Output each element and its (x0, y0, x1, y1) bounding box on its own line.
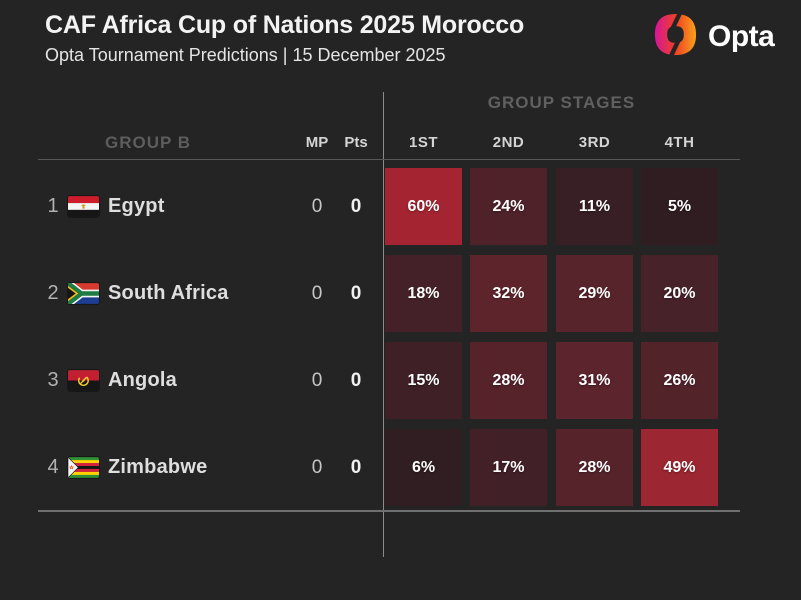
group-stages-header: GROUP STAGES (487, 93, 636, 112)
zimbabwe-flag-icon (68, 457, 99, 478)
prob-cell: 11% (556, 168, 633, 245)
pts-value: 0 (350, 282, 362, 304)
rank-label: 2 (47, 282, 59, 304)
column-header-mp: MP (305, 134, 329, 151)
prob-cell: 20% (641, 255, 718, 332)
column-header-2nd: 2ND (492, 134, 525, 151)
pts-value: 0 (350, 456, 362, 478)
table-row: 3 Angola 0 0 (0, 342, 383, 419)
prob-cell: 24% (470, 168, 547, 245)
opta-logo-icon (652, 9, 699, 63)
prob-cell: 17% (470, 429, 547, 506)
team-name: Zimbabwe (108, 456, 208, 478)
table-row: 2 South Africa 0 0 (0, 255, 383, 332)
page-title: CAF Africa Cup of Nations 2025 Morocco (45, 11, 525, 39)
south-africa-flag-icon (68, 283, 99, 304)
prob-cell: 31% (556, 342, 633, 419)
rank-label: 1 (47, 195, 59, 217)
rank-label: 4 (47, 456, 59, 478)
prob-cell: 32% (470, 255, 547, 332)
group-label: GROUP B (105, 133, 192, 152)
rank-label: 3 (47, 369, 59, 391)
prob-cell: 26% (641, 342, 718, 419)
pts-value: 0 (350, 369, 362, 391)
vertical-divider (383, 92, 384, 557)
mp-value: 0 (311, 369, 323, 391)
mp-value: 0 (311, 456, 323, 478)
prob-cell: 60% (385, 168, 462, 245)
egypt-flag-icon (68, 196, 99, 217)
prob-cell: 28% (470, 342, 547, 419)
team-name: South Africa (108, 282, 229, 304)
prob-cell: 28% (556, 429, 633, 506)
mp-value: 0 (311, 195, 323, 217)
prob-cell: 5% (641, 168, 718, 245)
prob-cell: 49% (641, 429, 718, 506)
team-name: Angola (108, 369, 177, 391)
angola-flag-icon (68, 370, 99, 391)
column-header-pts: Pts (344, 134, 368, 151)
team-name: Egypt (108, 195, 165, 217)
table-row: 4 Zimbabwe 0 0 (0, 429, 383, 506)
column-header-1st: 1ST (408, 134, 438, 151)
prob-cell: 29% (556, 255, 633, 332)
prob-cell: 6% (385, 429, 462, 506)
header-divider-line (38, 159, 740, 160)
page-subtitle: Opta Tournament Predictions | 15 Decembe… (45, 45, 446, 65)
opta-brand: Opta (652, 9, 775, 63)
prob-cell: 18% (385, 255, 462, 332)
pts-value: 0 (350, 195, 362, 217)
table-row: 1 Egypt 0 0 (0, 168, 383, 245)
opta-wordmark: Opta (708, 20, 775, 53)
mp-value: 0 (311, 282, 323, 304)
prob-cell: 15% (385, 342, 462, 419)
column-header-3rd: 3RD (578, 134, 611, 151)
bottom-divider-line (38, 510, 740, 512)
column-header-4th: 4TH (664, 134, 695, 151)
